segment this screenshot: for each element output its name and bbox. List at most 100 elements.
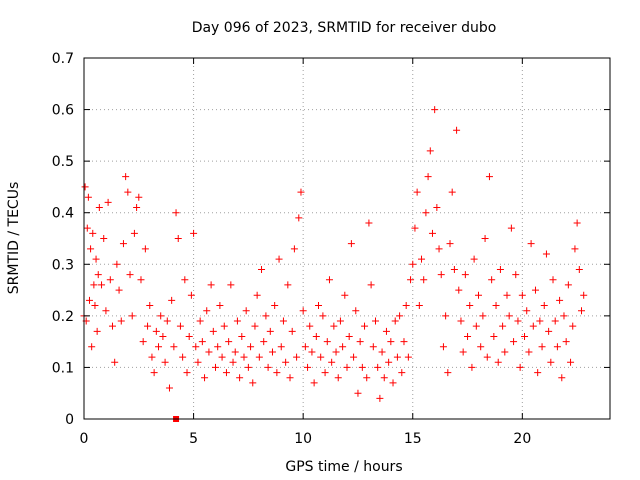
data-point (179, 353, 187, 361)
data-point (413, 188, 421, 196)
data-point (275, 255, 283, 263)
data-point (569, 322, 577, 330)
data-point (212, 363, 219, 371)
data-point (165, 384, 173, 392)
data-point (553, 343, 561, 351)
data-point (155, 343, 163, 351)
data-point (369, 343, 377, 351)
data-point (396, 312, 404, 320)
data-point (422, 209, 430, 217)
data-point (104, 198, 112, 206)
data-point (571, 245, 579, 253)
data-point (525, 348, 533, 356)
data-point (536, 317, 544, 325)
data-point (347, 240, 355, 248)
x-tick-label: 20 (513, 431, 531, 447)
data-point (426, 147, 434, 155)
data-point (387, 338, 395, 346)
data-point (404, 353, 412, 361)
data-point (94, 271, 102, 279)
data-point (183, 369, 191, 377)
data-point (514, 317, 522, 325)
data-point (330, 322, 338, 330)
data-point (117, 317, 125, 325)
data-point (542, 250, 550, 258)
data-point (523, 307, 531, 315)
data-point (558, 374, 566, 382)
data-point (343, 363, 351, 371)
data-point (146, 302, 154, 310)
data-point (332, 348, 340, 356)
data-point (529, 322, 537, 330)
data-point (470, 255, 478, 263)
data-point (378, 348, 386, 356)
data-point (133, 204, 141, 212)
data-point (106, 276, 114, 284)
data-point (418, 255, 426, 263)
data-point (448, 188, 456, 196)
y-tick-label: 0.7 (52, 51, 74, 67)
y-tick-label: 0.3 (52, 257, 74, 273)
data-point (284, 281, 292, 289)
data-point (196, 317, 204, 325)
y-tick-label: 0.2 (52, 309, 74, 325)
data-point (490, 332, 498, 340)
data-point (505, 312, 513, 320)
data-point (334, 374, 342, 382)
data-point (538, 343, 546, 351)
data-point (562, 338, 570, 346)
data-point (100, 235, 108, 242)
data-point (240, 353, 248, 361)
data-point (88, 343, 96, 351)
data-point (567, 358, 575, 366)
data-point (293, 353, 301, 361)
data-point (420, 276, 428, 284)
data-point (516, 363, 524, 371)
data-point (251, 322, 259, 330)
data-point (295, 214, 303, 222)
data-point (409, 260, 417, 268)
y-tick-label: 0 (65, 412, 74, 428)
data-point (273, 369, 281, 377)
data-point (393, 353, 401, 361)
data-point (119, 240, 127, 248)
data-point (242, 307, 250, 315)
data-point (84, 193, 92, 201)
data-point (496, 265, 504, 273)
data-point (238, 332, 246, 340)
data-point (575, 265, 583, 273)
data-point (468, 363, 476, 371)
data-point (214, 343, 222, 351)
data-point (122, 173, 130, 181)
data-point (150, 369, 158, 377)
data-point (321, 369, 329, 377)
data-point (137, 276, 145, 284)
data-point (225, 338, 233, 346)
data-point (194, 358, 202, 366)
x-axis-ticks: 0 5 10 15 20 (80, 58, 531, 447)
data-point (236, 374, 244, 382)
data-point (424, 173, 432, 181)
data-point (352, 307, 360, 315)
data-point (126, 271, 134, 279)
data-point (578, 307, 586, 315)
data-point (461, 271, 469, 279)
data-point (310, 379, 318, 387)
data-point (152, 327, 160, 335)
data-point (479, 312, 487, 320)
data-point (336, 317, 344, 325)
data-point (439, 343, 447, 351)
data-point (518, 291, 526, 299)
data-point (128, 312, 136, 320)
data-point (361, 322, 369, 330)
data-point (341, 291, 349, 299)
data-point (545, 327, 553, 335)
data-point (492, 302, 500, 310)
data-point (297, 188, 305, 196)
plot-frame (83, 57, 611, 420)
data-point (475, 291, 482, 299)
data-point (356, 338, 364, 346)
data-point (203, 307, 211, 315)
data-point (376, 394, 384, 402)
data-point (472, 322, 480, 330)
